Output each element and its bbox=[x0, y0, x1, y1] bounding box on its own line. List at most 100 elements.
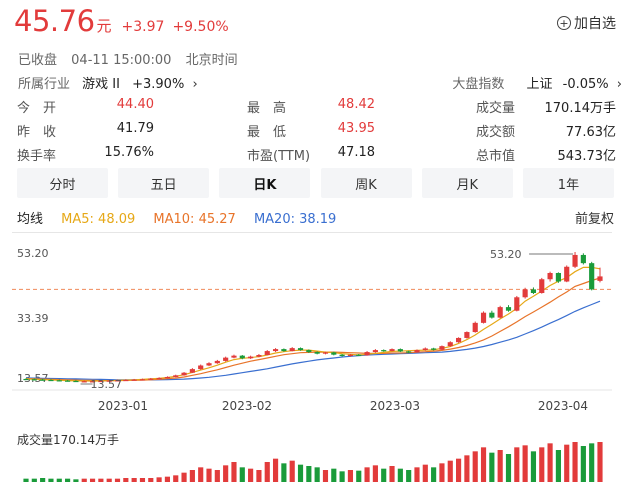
status-datetime: 04-11 15:00:00 bbox=[71, 53, 172, 68]
candle-body bbox=[56, 380, 62, 382]
candle-body bbox=[272, 349, 279, 352]
tab-3[interactable]: 周K bbox=[320, 168, 412, 198]
volume-bar bbox=[530, 451, 537, 482]
volume-bar bbox=[480, 447, 487, 482]
candle-body bbox=[306, 350, 312, 353]
volume-bar bbox=[439, 463, 445, 482]
stat-item: 市盈(TTM) 47.18 bbox=[247, 145, 375, 164]
candle-body bbox=[580, 254, 586, 264]
candle-body bbox=[198, 365, 204, 370]
stat-value: 170.14万手 bbox=[544, 101, 617, 116]
candle-body bbox=[539, 279, 545, 294]
volume-bar bbox=[580, 446, 586, 482]
volume-bar bbox=[181, 472, 187, 482]
volume-bar bbox=[406, 470, 412, 482]
candle-body bbox=[81, 381, 87, 383]
x-tick-label: 2023-03 bbox=[370, 399, 420, 413]
volume-label: 成交量170.14万手 bbox=[17, 433, 119, 447]
plus-circle-icon: + bbox=[557, 16, 571, 30]
candle-body bbox=[497, 307, 503, 318]
candle-body bbox=[139, 379, 146, 381]
market-name: 上证 bbox=[526, 77, 553, 92]
price-change: +3.97 bbox=[121, 19, 165, 35]
candle-body bbox=[289, 348, 295, 352]
volume-bar bbox=[539, 447, 545, 482]
candle-body bbox=[106, 380, 112, 382]
stat-label: 成交额 bbox=[476, 125, 516, 140]
market-status: 已收盘 04-11 15:00:00 北京时间 bbox=[18, 49, 248, 68]
stat-label: 昨 收 bbox=[17, 125, 57, 140]
market-label: 大盘指数 bbox=[452, 77, 505, 92]
volume-bar bbox=[347, 470, 354, 482]
volume-bar bbox=[231, 462, 237, 482]
stat-label: 换手率 bbox=[17, 149, 57, 164]
x-tick-label: 2023-01 bbox=[98, 399, 148, 413]
stat-value: 43.95 bbox=[337, 121, 375, 136]
volume-bar bbox=[314, 467, 320, 482]
candle-body bbox=[264, 351, 270, 356]
market-index-link[interactable]: 大盘指数 上证 -0.05% › bbox=[452, 73, 622, 92]
status-text: 已收盘 bbox=[18, 53, 58, 68]
stat-item: 成交额 77.63亿 bbox=[476, 121, 616, 140]
volume-bar bbox=[464, 455, 470, 482]
candle-body bbox=[555, 272, 561, 282]
x-tick-label: 2023-04 bbox=[538, 399, 588, 413]
volume-bar bbox=[264, 462, 270, 482]
candle-body bbox=[214, 360, 220, 364]
volume-bar bbox=[189, 470, 195, 482]
volume-bar bbox=[89, 478, 96, 482]
stat-value: 15.76% bbox=[104, 145, 154, 160]
adjust-mode-button[interactable]: 前复权 bbox=[574, 212, 614, 227]
tab-4[interactable]: 月K bbox=[421, 168, 513, 198]
industry-name: 游戏 II bbox=[82, 77, 120, 92]
tab-2[interactable]: 日K bbox=[219, 168, 311, 198]
volume-bar bbox=[131, 478, 137, 482]
volume-bar bbox=[248, 468, 254, 482]
candle-body bbox=[131, 379, 137, 381]
volume-bar bbox=[564, 444, 570, 482]
volume-bar bbox=[331, 468, 337, 482]
volume-bar bbox=[322, 470, 329, 482]
volume-bar bbox=[514, 447, 520, 482]
candle-body bbox=[339, 354, 345, 356]
candle-body bbox=[98, 380, 104, 383]
stat-item: 最 高 48.42 bbox=[247, 97, 375, 116]
volume-bar bbox=[164, 476, 170, 482]
candle-body bbox=[447, 342, 453, 347]
volume-bar bbox=[56, 478, 62, 482]
candle-body bbox=[314, 352, 320, 354]
chevron-right-icon: › bbox=[192, 77, 198, 92]
price-header: 45.76 元 +3.97 +9.50% bbox=[14, 4, 229, 40]
chevron-right-icon: › bbox=[616, 77, 622, 92]
stat-item: 昨 收 41.79 bbox=[17, 121, 154, 140]
volume-bar bbox=[156, 477, 162, 482]
candle-body bbox=[489, 312, 495, 318]
volume-bar bbox=[23, 478, 29, 482]
tab-0[interactable]: 分时 bbox=[17, 168, 108, 198]
volume-bar bbox=[98, 478, 104, 482]
add-watchlist-button[interactable]: + 加自选 bbox=[557, 13, 616, 33]
candle-body bbox=[173, 375, 179, 377]
volume-bar bbox=[505, 454, 512, 482]
stat-item: 今 开 44.40 bbox=[17, 97, 154, 116]
industry-link[interactable]: 所属行业 游戏 II +3.90% › bbox=[18, 73, 198, 92]
volume-bar bbox=[597, 442, 603, 482]
candle-body bbox=[322, 352, 329, 354]
y-tick-label: 33.39 bbox=[17, 312, 49, 325]
stat-label: 今 开 bbox=[17, 101, 57, 116]
ma10-label: MA10: 45.27 bbox=[153, 212, 236, 227]
volume-bar bbox=[306, 466, 312, 482]
candle-body bbox=[530, 289, 537, 294]
candle-body bbox=[505, 307, 512, 311]
volume-bar bbox=[239, 467, 245, 482]
tab-1[interactable]: 五日 bbox=[118, 168, 210, 198]
candle-body bbox=[547, 272, 553, 280]
volume-bar bbox=[431, 467, 437, 482]
candle-body bbox=[148, 378, 154, 380]
volume-bar bbox=[73, 479, 79, 482]
volume-bar bbox=[297, 464, 304, 482]
volume-bar bbox=[472, 451, 478, 482]
tab-5[interactable]: 1年 bbox=[522, 168, 614, 198]
volume-bar bbox=[364, 467, 370, 482]
